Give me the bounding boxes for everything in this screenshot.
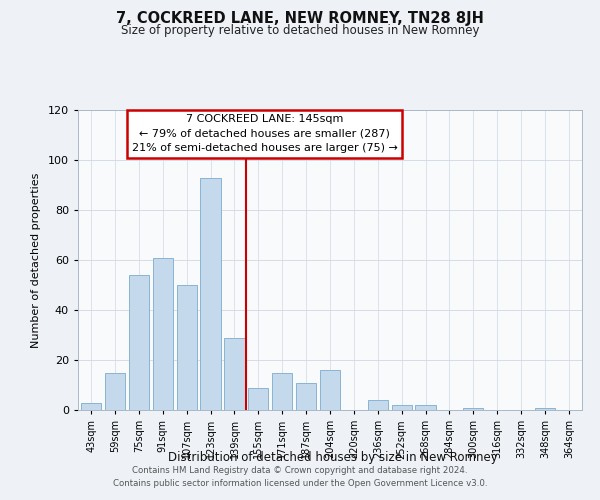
Bar (368, 400, 388, 410)
Text: 7, COCKREED LANE, NEW ROMNEY, TN28 8JH: 7, COCKREED LANE, NEW ROMNEY, TN28 8JH (116, 11, 484, 26)
Bar (81, 402, 101, 410)
Bar (105, 372, 125, 410)
Text: 7 COCKREED LANE: 145sqm
← 79% of detached houses are smaller (287)
21% of semi-d: 7 COCKREED LANE: 145sqm ← 79% of detache… (131, 114, 397, 154)
Bar (320, 370, 340, 410)
Bar (535, 408, 555, 410)
Text: Contains HM Land Registry data © Crown copyright and database right 2024.
Contai: Contains HM Land Registry data © Crown c… (113, 466, 487, 487)
Bar (463, 408, 484, 410)
Bar (392, 405, 412, 410)
Bar (272, 372, 292, 410)
Bar (176, 285, 197, 410)
Text: Size of property relative to detached houses in New Romney: Size of property relative to detached ho… (121, 24, 479, 37)
Bar (224, 338, 245, 410)
Bar (152, 258, 173, 410)
Bar (296, 382, 316, 410)
Bar (415, 405, 436, 410)
Bar (200, 178, 221, 410)
Text: Distribution of detached houses by size in New Romney: Distribution of detached houses by size … (168, 451, 498, 464)
Bar (248, 388, 268, 410)
Y-axis label: Number of detached properties: Number of detached properties (31, 172, 41, 348)
Bar (129, 275, 149, 410)
